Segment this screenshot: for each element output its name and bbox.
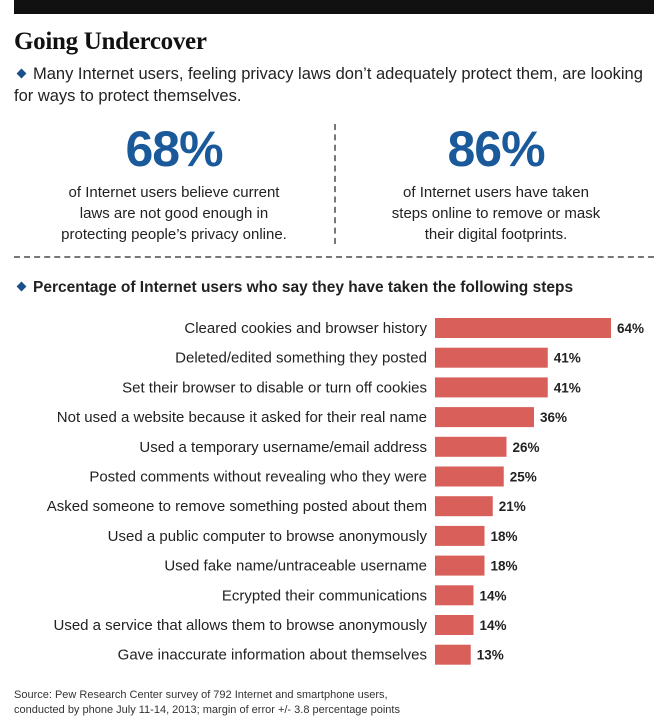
stat-value: 86% bbox=[447, 121, 545, 177]
category-label: Set their browser to disable or turn off… bbox=[122, 379, 427, 396]
bullet-diamond-icon bbox=[16, 68, 27, 79]
value-label: 18% bbox=[491, 529, 518, 544]
category-label: Deleted/edited something they posted bbox=[175, 350, 427, 367]
category-label: Used a public computer to browse anonymo… bbox=[108, 528, 428, 545]
stat-line: their digital footprints. bbox=[424, 226, 568, 243]
category-label: Used a temporary username/email address bbox=[139, 439, 427, 456]
value-label: 36% bbox=[540, 410, 567, 425]
bar bbox=[435, 466, 504, 487]
top-rule bbox=[14, 0, 654, 14]
value-label: 64% bbox=[617, 321, 644, 336]
value-label: 14% bbox=[480, 618, 507, 633]
value-label: 14% bbox=[480, 588, 507, 603]
value-label: 21% bbox=[499, 499, 526, 514]
bar bbox=[435, 318, 611, 338]
category-label: Cleared cookies and browser history bbox=[184, 320, 427, 337]
chart-heading: Percentage of Internet users who say the… bbox=[14, 279, 573, 297]
stat-block-right: 86% of Internet users have taken steps o… bbox=[336, 122, 656, 245]
value-label: 25% bbox=[510, 470, 537, 485]
category-label: Ecrypted their communications bbox=[222, 587, 427, 604]
vertical-divider bbox=[334, 124, 336, 244]
value-label: 41% bbox=[554, 380, 581, 395]
source-note: Source: Pew Research Center survey of 79… bbox=[14, 688, 400, 718]
stat-line: protecting people’s privacy online. bbox=[61, 226, 287, 243]
category-label: Asked someone to remove something posted… bbox=[47, 498, 427, 515]
bar bbox=[435, 555, 485, 576]
category-label: Used a service that allows them to brows… bbox=[53, 617, 427, 634]
bar bbox=[435, 644, 471, 665]
bar bbox=[435, 347, 548, 368]
bar bbox=[435, 436, 507, 457]
value-label: 18% bbox=[491, 559, 518, 574]
stat-description: of Internet users believe current laws a… bbox=[14, 182, 334, 245]
subtitle: Many Internet users, feeling privacy law… bbox=[14, 63, 649, 107]
chart-heading-text: Percentage of Internet users who say the… bbox=[33, 279, 574, 296]
bar-chart: Cleared cookies and browser history 64% De… bbox=[47, 318, 644, 665]
value-label: 26% bbox=[513, 440, 540, 455]
stat-line: laws are not good enough in bbox=[79, 205, 269, 222]
bar bbox=[435, 496, 493, 517]
bar bbox=[435, 585, 474, 606]
value-label: 13% bbox=[477, 648, 504, 663]
source-line: Source: Pew Research Center survey of 79… bbox=[14, 689, 388, 701]
source-line: conducted by phone July 11-14, 2013; mar… bbox=[14, 704, 400, 716]
page-title: Going Undercover bbox=[14, 28, 207, 55]
subtitle-text: Many Internet users, feeling privacy law… bbox=[14, 65, 643, 105]
stat-value: 68% bbox=[125, 121, 223, 177]
stat-block-left: 68% of Internet users believe current la… bbox=[14, 122, 334, 245]
bullet-diamond-icon bbox=[16, 281, 27, 292]
stat-line: steps online to remove or mask bbox=[391, 205, 601, 222]
horizontal-divider bbox=[14, 256, 654, 258]
bar bbox=[435, 407, 534, 428]
category-label: Posted comments without revealing who th… bbox=[89, 469, 427, 486]
bar bbox=[435, 615, 474, 635]
stat-description: of Internet users have taken steps onlin… bbox=[336, 182, 656, 245]
bar bbox=[435, 377, 548, 398]
category-label: Not used a website because it asked for … bbox=[57, 409, 427, 426]
stat-line: of Internet users have taken bbox=[403, 184, 589, 201]
category-label: Used fake name/untraceable username bbox=[164, 558, 427, 575]
stat-line: of Internet users believe current bbox=[68, 184, 280, 201]
category-label: Gave inaccurate information about themse… bbox=[118, 647, 427, 664]
value-label: 41% bbox=[554, 351, 581, 366]
bar bbox=[435, 525, 485, 546]
